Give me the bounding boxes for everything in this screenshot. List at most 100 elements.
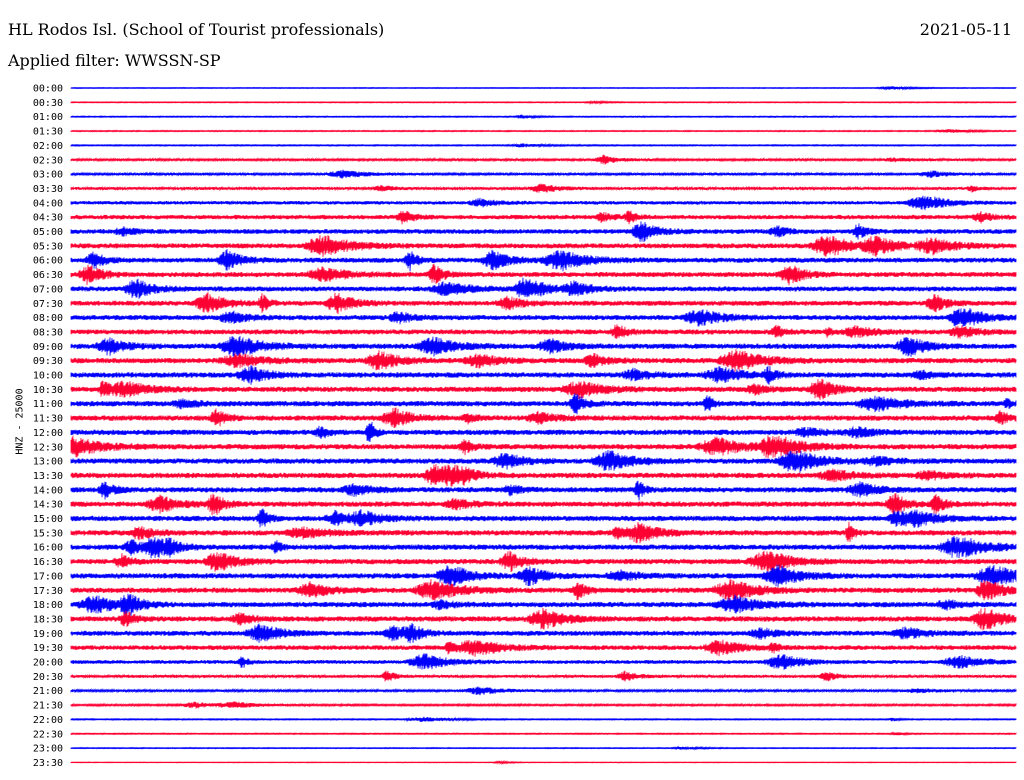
seismic-trace bbox=[70, 686, 1017, 696]
seismic-trace bbox=[70, 99, 1017, 105]
seismic-trace bbox=[70, 349, 1017, 372]
seismic-trace bbox=[70, 607, 1017, 631]
seismic-trace bbox=[70, 579, 1017, 602]
seismic-trace bbox=[70, 335, 1017, 357]
time-tick-label: 03:30 bbox=[33, 184, 63, 195]
time-tick-label: 14:30 bbox=[33, 500, 63, 511]
time-tick-label: 21:00 bbox=[33, 686, 63, 697]
time-tick-label: 02:30 bbox=[33, 155, 63, 166]
applied-filter: Applied filter: WWSSN-SP bbox=[8, 51, 221, 70]
time-tick-label: 21:30 bbox=[33, 701, 63, 712]
seismic-trace bbox=[70, 593, 1017, 616]
seismic-trace bbox=[70, 535, 1017, 559]
time-tick-label: 04:30 bbox=[33, 213, 63, 224]
time-tick-label: 01:00 bbox=[33, 112, 63, 123]
time-tick-label: 11:00 bbox=[33, 399, 63, 410]
time-tick-label: 09:00 bbox=[33, 342, 63, 353]
time-tick-label: 03:00 bbox=[33, 170, 63, 181]
seismic-trace bbox=[70, 378, 1017, 400]
seismic-trace bbox=[70, 292, 1017, 315]
seismic-trace bbox=[70, 235, 1017, 257]
seismic-trace bbox=[70, 308, 1017, 327]
seismic-trace bbox=[70, 670, 1017, 682]
time-tick-label: 01:30 bbox=[33, 127, 63, 138]
seismic-trace bbox=[70, 210, 1017, 225]
seismic-trace bbox=[70, 114, 1017, 120]
time-tick-label: 17:30 bbox=[33, 586, 63, 597]
seismic-trace bbox=[70, 277, 1017, 299]
seismic-trace bbox=[70, 85, 1017, 91]
time-tick-label: 22:30 bbox=[33, 729, 63, 740]
time-tick-label: 00:30 bbox=[33, 98, 63, 109]
time-tick-label: 00:00 bbox=[33, 84, 63, 95]
seismic-trace bbox=[70, 622, 1017, 644]
time-tick-label: 23:30 bbox=[33, 758, 63, 769]
time-tick-label: 18:00 bbox=[33, 600, 63, 611]
time-tick-label: 08:00 bbox=[33, 313, 63, 324]
time-tick-label: 09:30 bbox=[33, 356, 63, 367]
seismic-trace bbox=[70, 421, 1017, 442]
time-tick-label: 05:00 bbox=[33, 227, 63, 238]
record-date: 2021-05-11 bbox=[919, 20, 1012, 39]
time-tick-label: 10:00 bbox=[33, 371, 63, 382]
seismic-trace bbox=[70, 407, 1017, 429]
seismic-trace bbox=[70, 521, 1017, 544]
time-tick-label: 04:00 bbox=[33, 198, 63, 209]
time-tick-label: 17:00 bbox=[33, 571, 63, 582]
time-tick-label: 06:30 bbox=[33, 270, 63, 281]
seismic-trace bbox=[70, 365, 1017, 385]
seismic-trace bbox=[70, 639, 1017, 657]
time-tick-label: 15:00 bbox=[33, 514, 63, 525]
seismic-trace bbox=[70, 508, 1017, 528]
seismic-trace bbox=[70, 249, 1017, 272]
time-tick-label: 06:00 bbox=[33, 256, 63, 267]
seismic-trace bbox=[70, 169, 1017, 179]
seismic-trace bbox=[70, 493, 1017, 516]
time-tick-label: 23:00 bbox=[33, 744, 63, 755]
time-tick-label: 02:00 bbox=[33, 141, 63, 152]
seismic-trace bbox=[70, 195, 1017, 211]
time-tick-label: 22:00 bbox=[33, 715, 63, 726]
time-tick-label: 19:30 bbox=[33, 643, 63, 654]
time-tick-label: 19:00 bbox=[33, 629, 63, 640]
seismic-trace bbox=[70, 745, 1017, 751]
seismic-trace bbox=[70, 759, 1017, 766]
time-tick-label: 12:00 bbox=[33, 428, 63, 439]
time-tick-label: 05:30 bbox=[33, 241, 63, 252]
station-title: HL Rodos Isl. (School of Tourist profess… bbox=[8, 20, 385, 39]
time-tick-label: 10:30 bbox=[33, 385, 63, 396]
time-tick-label: 12:30 bbox=[33, 442, 63, 453]
seismic-trace bbox=[70, 480, 1017, 501]
time-tick-label: 11:30 bbox=[33, 414, 63, 425]
seismic-trace bbox=[70, 263, 1017, 286]
time-tick-label: 08:30 bbox=[33, 327, 63, 338]
time-tick-label: 15:30 bbox=[33, 528, 63, 539]
time-tick-label: 20:00 bbox=[33, 658, 63, 669]
seismic-trace bbox=[70, 653, 1017, 670]
seismic-trace bbox=[70, 324, 1017, 339]
seismic-trace bbox=[70, 731, 1017, 737]
time-tick-label: 16:00 bbox=[33, 543, 63, 554]
time-tick-label: 07:30 bbox=[33, 299, 63, 310]
seismic-trace bbox=[70, 393, 1017, 415]
time-tick-label: 13:00 bbox=[33, 457, 63, 468]
seismic-trace bbox=[70, 550, 1017, 573]
time-tick-label: 13:30 bbox=[33, 471, 63, 482]
seismic-trace bbox=[70, 464, 1017, 487]
seismic-trace bbox=[70, 701, 1017, 709]
seismic-trace bbox=[70, 716, 1017, 723]
seismic-trace bbox=[70, 142, 1017, 148]
seismic-trace bbox=[70, 154, 1017, 165]
seismic-trace bbox=[70, 183, 1017, 193]
seismic-trace bbox=[70, 564, 1017, 588]
time-tick-label: 07:00 bbox=[33, 284, 63, 295]
time-tick-label: 14:00 bbox=[33, 485, 63, 496]
seismic-trace bbox=[70, 435, 1017, 459]
seismic-trace bbox=[70, 221, 1017, 243]
seismic-trace bbox=[70, 449, 1017, 473]
time-tick-label: 18:30 bbox=[33, 614, 63, 625]
time-tick-label: 16:30 bbox=[33, 557, 63, 568]
seismic-trace bbox=[70, 128, 1017, 134]
time-tick-label: 20:30 bbox=[33, 672, 63, 683]
